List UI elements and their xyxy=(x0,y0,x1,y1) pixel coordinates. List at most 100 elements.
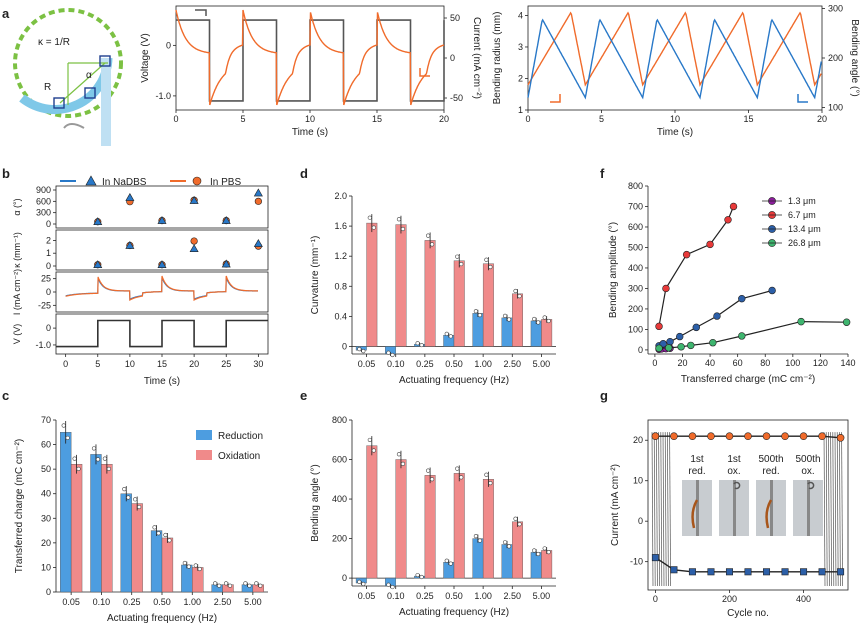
g-cycle-trace-end xyxy=(834,432,837,586)
g-xtick-label: 200 xyxy=(722,594,737,604)
d-datapoint xyxy=(361,349,366,354)
d-datapoint xyxy=(419,342,424,348)
g-ylabel: Current (mA cm⁻²) xyxy=(610,464,621,546)
c-datapoint xyxy=(258,583,263,588)
a2-xtick-label: 20 xyxy=(817,114,827,124)
c-datapoint xyxy=(95,457,101,462)
b-nadbs-point xyxy=(93,217,103,226)
d-datapoint xyxy=(357,347,362,352)
f-series-point xyxy=(662,284,670,293)
d-datapoint xyxy=(426,233,431,238)
g-oxidation-point xyxy=(781,432,789,440)
g-photo-label-1: 1st xyxy=(727,454,741,465)
g-photo-label-2: ox. xyxy=(727,466,740,477)
f-series-point xyxy=(677,343,685,351)
e-datapoint xyxy=(506,544,512,549)
g-photo-label-2: red. xyxy=(762,466,779,477)
g-oxidation-point xyxy=(651,432,660,440)
f-legend-label: 6.7 μm xyxy=(788,210,816,220)
b-nadbs-point xyxy=(125,240,135,249)
e-xtick-label: 1.00 xyxy=(474,591,492,601)
g-photo-clamp xyxy=(733,480,736,536)
a2-xtick-label: 15 xyxy=(743,114,753,124)
b-row-ylabel: I (mA cm⁻²) xyxy=(12,269,22,315)
c-datapoint xyxy=(65,435,70,441)
g-reduction-point xyxy=(670,566,678,574)
d-xtick-label: 1.00 xyxy=(474,359,492,369)
c-datapoint xyxy=(126,495,131,500)
d-bar xyxy=(541,319,553,347)
g-ytick-label: 0 xyxy=(638,516,643,526)
c-xtick-label: 0.05 xyxy=(62,597,80,607)
b-ytick-label: -1.0 xyxy=(35,340,51,350)
b-nadbs-point xyxy=(189,195,199,204)
d-ytick-label: 2.0 xyxy=(334,191,347,201)
e-bar xyxy=(541,550,553,579)
g-oxidation-point xyxy=(762,432,771,440)
f-xtick-label: 120 xyxy=(813,358,828,368)
panel-label-b: b xyxy=(2,166,10,181)
f-series-point xyxy=(687,341,695,350)
e-datapoint xyxy=(513,516,518,521)
e-datapoint xyxy=(477,538,482,543)
e-datapoint xyxy=(517,522,522,527)
g-photo-label-2: ox. xyxy=(801,466,814,477)
g-reduction-point xyxy=(763,568,771,576)
f-legend-label: 13.4 μm xyxy=(788,224,821,234)
e-xtick-label: 2.50 xyxy=(504,591,522,601)
f-ytick-label: 300 xyxy=(628,283,643,293)
g-photo-label-1: 500th xyxy=(795,454,820,465)
e-datapoint xyxy=(367,437,372,443)
b-nadbs-point xyxy=(253,188,263,197)
a2-angle-arrow-icon xyxy=(797,94,808,103)
g-cycle-trace-end xyxy=(836,432,839,586)
a1-xlabel: Time (s) xyxy=(292,127,328,138)
g-photo-clamp xyxy=(770,480,773,536)
g-xtick-label: 400 xyxy=(796,594,811,604)
c-bar xyxy=(60,432,72,593)
g-oxidation-point xyxy=(725,432,734,440)
g-ytick-label: 10 xyxy=(633,476,643,486)
c-datapoint xyxy=(193,563,198,568)
radius-label: R xyxy=(44,82,51,93)
f-ytick-label: 200 xyxy=(628,304,643,314)
c-datapoint xyxy=(223,581,229,586)
d-xtick-label: 0.50 xyxy=(445,359,463,369)
d-bar xyxy=(512,293,523,347)
c-ytick-label: 20 xyxy=(41,538,51,548)
e-xtick-label: 0.05 xyxy=(358,591,376,601)
d-datapoint xyxy=(488,264,493,270)
c-xtick-label: 2.50 xyxy=(214,597,232,607)
f-xtick-label: 100 xyxy=(785,358,800,368)
a1-ylabel2: Current (mA cm⁻²) xyxy=(471,17,482,99)
e-datapoint xyxy=(532,548,537,553)
d-datapoint xyxy=(400,226,406,232)
f-series-point xyxy=(738,332,746,340)
c-xtick-label: 0.50 xyxy=(153,597,171,607)
d-bar xyxy=(501,317,513,347)
g-cycle-trace-start xyxy=(669,432,671,586)
e-ylabel: Bending angle (°) xyxy=(310,464,321,541)
e-datapoint xyxy=(357,579,362,584)
legend-pbs-label: In PBS xyxy=(210,177,241,188)
g-cycle-trace-end xyxy=(830,432,832,586)
e-bar xyxy=(366,445,378,579)
f-ytick-label: 800 xyxy=(628,181,643,191)
e-datapoint xyxy=(444,558,449,563)
a1-voltage-arrow-icon xyxy=(195,9,207,16)
circle-marker-icon xyxy=(192,176,202,186)
b-ytick-label: -25 xyxy=(38,300,51,310)
c-bar xyxy=(192,567,204,593)
a1-ytick2-label: 0 xyxy=(450,53,455,63)
a2-ytick-label: 2 xyxy=(518,73,523,83)
c-datapoint xyxy=(213,581,218,586)
g-oxidation-point xyxy=(670,432,678,440)
c-datapoint xyxy=(156,531,161,536)
c-datapoint xyxy=(76,466,81,472)
a2-xtick-label: 0 xyxy=(525,114,530,124)
f-xtick-label: 60 xyxy=(733,358,743,368)
a1-xtick-label: 15 xyxy=(372,114,382,124)
b-nadbs-point xyxy=(93,260,103,269)
d-bar xyxy=(482,263,494,347)
d-datapoint xyxy=(506,317,512,322)
